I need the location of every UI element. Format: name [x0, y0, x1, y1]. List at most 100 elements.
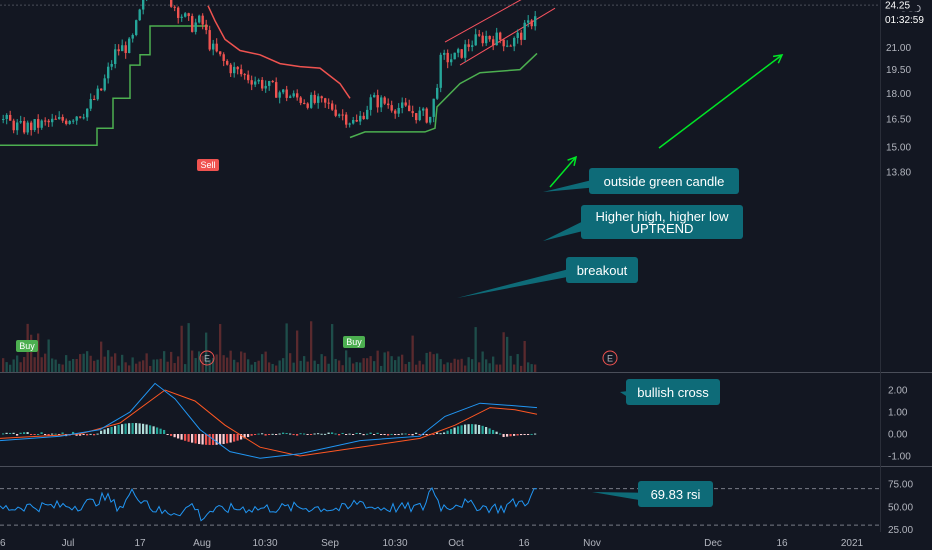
macd-histogram-bar: [338, 434, 341, 436]
macd-histogram-bar: [37, 433, 40, 435]
volume-bar: [51, 358, 54, 372]
volume-bar: [107, 350, 110, 372]
volume-bar: [439, 359, 442, 372]
macd-histogram-bar: [236, 434, 239, 441]
volume-bar: [394, 360, 397, 372]
candle-body: [457, 49, 460, 53]
rsi-callout-text: 69.83 rsi: [651, 487, 701, 502]
macd-histogram-bar: [394, 434, 397, 435]
sell-signal-bg: [197, 159, 219, 171]
candle-body: [226, 60, 229, 65]
candle-body: [16, 122, 19, 131]
volume-bar: [121, 354, 124, 372]
candle-body: [366, 109, 369, 120]
macd-histogram-bar: [513, 434, 516, 436]
volume-bar: [72, 358, 75, 372]
macd-histogram-bar: [250, 434, 253, 436]
price-tick-label: 16.50: [886, 115, 911, 126]
macd-histogram-bar: [194, 434, 197, 444]
rsi-indicator: [0, 487, 880, 526]
x-tick-label: Dec: [704, 538, 722, 549]
x-tick-label: Sep: [321, 538, 339, 549]
volume-bar: [334, 358, 337, 372]
candle-body: [359, 115, 362, 122]
macd-histogram-bar: [26, 432, 29, 434]
candle-body: [450, 59, 453, 63]
macd-indicator: [0, 382, 538, 459]
volume-bar: [187, 323, 190, 372]
volume-bar: [117, 365, 120, 372]
macd-histogram-bar: [460, 425, 463, 434]
macd-histogram-bar: [82, 434, 85, 435]
macd-histogram-bar: [145, 424, 148, 434]
macd-histogram-bar: [30, 434, 33, 435]
earnings-label: E: [204, 354, 210, 364]
volume-bar: [275, 365, 278, 372]
volume-bar: [236, 362, 239, 372]
rsi-tick-label: 25.00: [888, 525, 913, 536]
candle-body: [19, 121, 22, 123]
macd-histogram-bar: [299, 433, 302, 435]
candle-body: [212, 43, 215, 50]
macd-histogram-bar: [352, 434, 355, 435]
volume-bar: [373, 361, 376, 372]
macd-histogram-bar: [355, 432, 358, 434]
earnings-marker: [199, 350, 215, 366]
macd-histogram-bar: [292, 434, 295, 436]
candle-body: [86, 108, 89, 118]
macd-histogram-bar: [408, 434, 411, 435]
candle-body: [138, 9, 141, 21]
volume-bar: [450, 362, 453, 372]
volume-bar: [103, 356, 106, 372]
candle-body: [194, 22, 197, 32]
volume-bar: [9, 364, 12, 372]
volume-bar: [86, 351, 89, 372]
macd-histogram-bar: [124, 423, 127, 434]
volume-bar: [460, 358, 463, 372]
volume-bar: [37, 333, 40, 372]
volume-bar: [177, 356, 180, 372]
candle-body: [488, 35, 491, 40]
candle-body: [121, 45, 124, 52]
macd-tick-label: 1.00: [888, 408, 908, 419]
candle-body: [467, 44, 470, 47]
candle-body: [93, 99, 96, 101]
x-tick-label: 10:30: [382, 538, 407, 549]
macd-histogram-bar: [446, 430, 449, 434]
candle-body: [114, 49, 117, 64]
candle-body: [338, 114, 341, 116]
candle-body: [247, 74, 250, 81]
volume-bar: [198, 351, 201, 372]
macd-histogram-bar: [86, 434, 89, 436]
macd-histogram-bar: [264, 434, 267, 436]
macd-histogram-bar: [180, 434, 183, 440]
price-tick-label: 18.00: [886, 89, 911, 100]
candle-body: [415, 113, 418, 121]
macd-histogram-bar: [152, 426, 155, 434]
candle-body: [310, 94, 313, 108]
macd-histogram-bar: [534, 433, 537, 435]
current-price-tag: 24.25: [885, 1, 910, 12]
volume-bar: [152, 359, 155, 372]
macd-histogram-bar: [422, 434, 425, 436]
x-tick-label: Aug: [193, 538, 211, 549]
volume-bar: [359, 362, 362, 372]
volume-bar: [341, 365, 344, 372]
volume-bar: [215, 354, 218, 372]
volume-bar: [54, 359, 57, 372]
candle-body: [352, 119, 355, 124]
volume-bar: [173, 363, 176, 372]
volume-bar: [509, 355, 512, 372]
candle-body: [432, 98, 435, 117]
macd-histogram-bar: [47, 434, 50, 436]
buy-signal-2: Buy: [346, 337, 362, 347]
candle-body: [373, 95, 376, 98]
candle-body: [82, 117, 85, 119]
candle-body: [387, 103, 390, 106]
volume-bar: [170, 351, 173, 372]
channel-upper-line: [444, 0, 522, 43]
macd-histogram-bar: [457, 426, 460, 434]
candle-body: [492, 39, 495, 46]
